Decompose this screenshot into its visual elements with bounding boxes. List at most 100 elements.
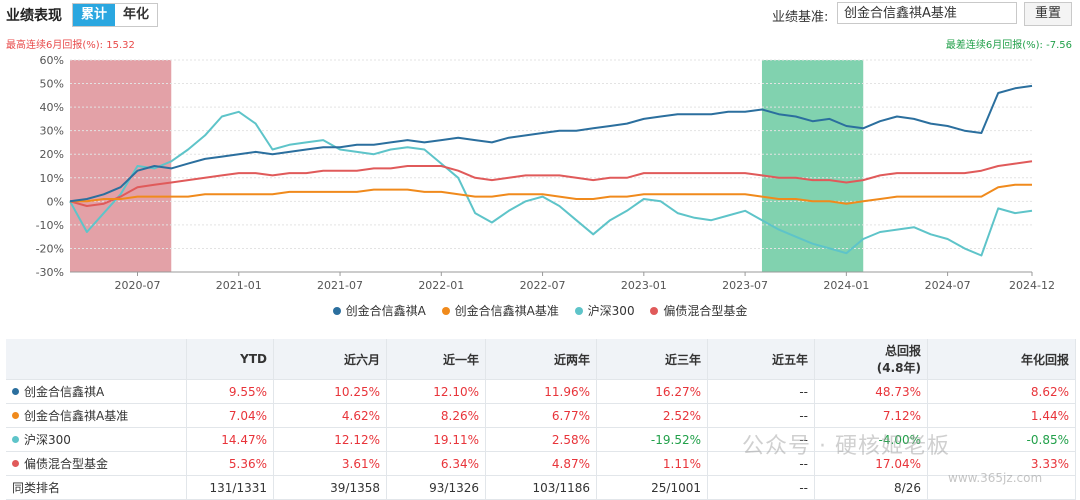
legend-label-category: 偏债混合型基金 xyxy=(663,304,748,318)
table-cell: 7.12% xyxy=(814,403,928,428)
table-cell: 131/1331 xyxy=(186,475,274,500)
table-cell: 2.58% xyxy=(485,427,597,452)
y-tick-label: 10% xyxy=(40,172,64,185)
legend-item-hs300[interactable]: 沪深300 xyxy=(574,302,635,319)
table-header-3y: 近三年 xyxy=(596,339,708,380)
worst-period-band xyxy=(761,60,864,272)
row-dot xyxy=(12,436,19,443)
mode-toggle: 累计 年化 xyxy=(72,3,159,27)
best-6m-value: 15.32 xyxy=(106,40,135,51)
table-cell: 7.04% xyxy=(186,403,274,428)
table-row: 偏债混合型基金 5.36% 3.61% 6.34% 4.87% 1.11% -- 17.04%… xyxy=(6,451,1076,476)
table-header-name xyxy=(6,339,187,380)
y-tick-label: 50% xyxy=(40,78,64,91)
x-tick-label: 2024-12 xyxy=(1009,279,1055,292)
worst-6m-value: -7.56 xyxy=(1046,40,1072,51)
table-row: 创金合信鑫祺A 9.55% 10.25% 12.10% 11.96% 16.27% -- 48… xyxy=(6,379,1076,404)
table-header-annualized: 年化回报 xyxy=(927,339,1076,380)
header: 业绩表现 累计 年化 业绩基准: 创金合信鑫祺A基准 重置 xyxy=(0,0,1080,30)
table-cell: -- xyxy=(707,427,815,452)
table-cell: 8.26% xyxy=(386,403,486,428)
table-cell: -4.00% xyxy=(814,427,928,452)
row-name-cell: 创金合信鑫祺A基准 xyxy=(6,403,187,428)
table-cell: 1.11% xyxy=(596,451,708,476)
table-cell: 16.27% xyxy=(596,379,708,404)
y-tick-label: -10% xyxy=(36,219,64,232)
performance-chart: 60% 50% 40% 30% 20% 10% 0% -10% -20% -30% 2020-07 2… xyxy=(36,54,1055,292)
table-cell: 93/1326 xyxy=(386,475,486,500)
best-6m-return: 最高连续6月回报(%): 15.32 xyxy=(6,36,135,51)
watermark-text: 公众号 · 硬核姬老板 xyxy=(742,434,950,459)
reset-button[interactable]: 重置 xyxy=(1024,2,1072,26)
legend-dot-fund xyxy=(332,307,341,315)
x-tick-label: 2020-07 xyxy=(115,279,161,292)
y-tick-label: 40% xyxy=(40,101,64,114)
table-header-ytd: YTD xyxy=(186,339,274,380)
legend-item-fund[interactable]: 创金合信鑫祺A xyxy=(332,302,426,319)
row-dot xyxy=(12,388,19,395)
table-cell: -- xyxy=(707,403,815,428)
page-title: 业绩表现 xyxy=(6,8,62,24)
table-cell: 14.47% xyxy=(186,427,274,452)
x-tick-label: 2021-07 xyxy=(317,279,363,292)
table-cell: -0.85% xyxy=(927,427,1076,452)
table-cell: 9.55% xyxy=(186,379,274,404)
legend-dot-category xyxy=(650,307,659,315)
row-dot xyxy=(12,412,19,419)
table-cell: 12.12% xyxy=(273,427,387,452)
table-cell: 2.52% xyxy=(596,403,708,428)
x-tick-label: 2022-07 xyxy=(520,279,566,292)
row-name-cell: 同类排名 xyxy=(6,475,187,500)
table-cell: 39/1358 xyxy=(273,475,387,500)
x-tick-label: 2023-07 xyxy=(722,279,768,292)
worst-6m-return: 最差连续6月回报(%): -7.56 xyxy=(946,36,1072,51)
series-line-category xyxy=(69,160,1033,207)
table-cell: 11.96% xyxy=(485,379,597,404)
row-name-cell: 创金合信鑫祺A xyxy=(6,379,187,404)
table-header-total-label: 总回报 xyxy=(884,344,921,358)
table-cell: 6.34% xyxy=(386,451,486,476)
table-header-1y: 近一年 xyxy=(386,339,486,380)
series-line-hs300 xyxy=(69,110,1033,257)
table-cell: 25/1001 xyxy=(596,475,708,500)
row-name: 创金合信鑫祺A xyxy=(24,385,105,399)
table-header-total-sub: (4.8年) xyxy=(876,361,921,375)
y-tick-label: -20% xyxy=(36,242,64,255)
x-tick-label: 2022-01 xyxy=(418,279,464,292)
table-header-2y: 近两年 xyxy=(485,339,597,380)
legend-item-category[interactable]: 偏债混合型基金 xyxy=(650,302,747,319)
table-cell: -19.52% xyxy=(596,427,708,452)
table-cell: 3.61% xyxy=(273,451,387,476)
x-tick-label: 2024-01 xyxy=(823,279,869,292)
table-cell: 3.33% xyxy=(927,451,1076,476)
series-line-benchmark xyxy=(70,183,1032,205)
tab-cumulative[interactable]: 累计 xyxy=(73,4,116,26)
table-cell: 48.73% xyxy=(814,379,928,404)
x-tick-label: 2021-01 xyxy=(216,279,262,292)
tab-annualized[interactable]: 年化 xyxy=(115,4,158,26)
table-cell: 12.10% xyxy=(386,379,486,404)
table-cell: 10.25% xyxy=(273,379,387,404)
y-tick-label: 30% xyxy=(40,125,64,138)
x-tick-label: 2023-01 xyxy=(621,279,667,292)
table-header-6m: 近六月 xyxy=(273,339,387,380)
y-tick-label: 20% xyxy=(40,148,64,161)
table-row: 创金合信鑫祺A基准 7.04% 4.62% 8.26% 6.77% 2.52% -- 7.12… xyxy=(6,403,1076,428)
legend-dot-hs300 xyxy=(574,307,583,315)
table-header-total: 总回报 (4.8年) xyxy=(814,339,928,380)
benchmark-input[interactable]: 创金合信鑫祺A基准 xyxy=(837,2,1017,24)
table-cell: 19.11% xyxy=(386,427,486,452)
row-name: 沪深300 xyxy=(24,433,71,447)
benchmark-label: 业绩基准: xyxy=(772,10,829,25)
row-name: 创金合信鑫祺A基准 xyxy=(24,409,129,423)
legend-item-benchmark[interactable]: 创金合信鑫祺A基准 xyxy=(441,302,559,319)
best-6m-label: 最高连续6月回报(%): xyxy=(6,40,104,51)
row-name-cell: 沪深300 xyxy=(6,427,187,452)
y-tick-label: -30% xyxy=(36,266,64,279)
y-tick-label: 60% xyxy=(40,54,64,67)
table-cell: 1.44% xyxy=(927,403,1076,428)
table-header-5y: 近五年 xyxy=(707,339,815,380)
table-cell: 4.62% xyxy=(273,403,387,428)
table-header-row: YTD 近六月 近一年 近两年 近三年 近五年 总回报 (4.8年) 年化回报 xyxy=(6,339,1076,380)
worst-6m-label: 最差连续6月回报(%): xyxy=(945,40,1043,51)
